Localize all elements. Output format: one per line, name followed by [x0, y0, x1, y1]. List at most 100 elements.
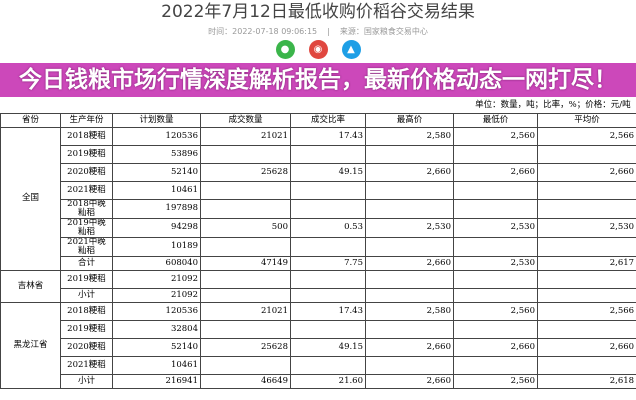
column-header: 成交比率	[290, 112, 366, 128]
value-cell	[290, 319, 366, 339]
value-cell: 10189	[112, 236, 201, 257]
year-cell: 2021粳稻	[60, 180, 113, 200]
value-cell	[290, 269, 366, 289]
table-row: 小计 21092	[1, 287, 636, 303]
value-cell: 2,660	[365, 162, 454, 182]
value-cell	[536, 319, 636, 339]
value-cell: 49.15	[290, 162, 366, 182]
province-cell: 吉林省	[0, 269, 61, 303]
value-cell	[453, 180, 538, 200]
table-row: 2021粳稻 10461	[1, 180, 636, 200]
value-cell	[536, 287, 636, 303]
province-cell: 黑龙江省	[0, 301, 61, 389]
value-cell: 21021	[200, 126, 291, 146]
table-row: 吉林省 2019粳稻 21092	[0, 269, 636, 303]
value-cell: 2,560	[453, 301, 538, 321]
value-cell: 17.43	[290, 126, 366, 146]
value-cell	[365, 180, 454, 200]
year-cell: 合计	[60, 255, 113, 271]
table-row: 2021中晚籼稻 10189	[1, 236, 636, 257]
table-row: 小计 216941 46649 21.60 2,660 2,560 2,618	[1, 373, 636, 389]
value-cell	[453, 287, 538, 303]
value-cell: 500	[200, 217, 291, 238]
value-cell: 10461	[112, 180, 201, 200]
value-cell	[453, 144, 538, 164]
table-row: 2020粳稻 52140 25628 49.15 2,660 2,660 2,660	[1, 162, 636, 182]
column-header: 省份	[0, 112, 61, 128]
value-cell	[453, 236, 538, 257]
value-cell: 25628	[200, 337, 291, 357]
header-row: 省份 生产年份 计划数量 成交数量 成交比率 最高价 最低价 平均价	[0, 112, 636, 128]
value-cell: 2,530	[536, 217, 636, 238]
value-cell: 216941	[112, 373, 201, 389]
column-header: 最低价	[453, 112, 538, 128]
value-cell	[200, 198, 291, 219]
value-cell	[365, 236, 454, 257]
value-cell	[536, 180, 636, 200]
value-cell	[200, 236, 291, 257]
value-cell: 2,530	[453, 255, 538, 271]
column-header: 生产年份	[60, 112, 113, 128]
value-cell	[536, 355, 636, 375]
value-cell: 25628	[200, 162, 291, 182]
province-cell: 全国	[0, 126, 61, 271]
value-cell: 21.60	[290, 373, 366, 389]
value-cell: 17.43	[290, 301, 366, 321]
value-cell: 2,566	[536, 126, 636, 146]
value-cell: 52140	[112, 337, 201, 357]
wechat-icon[interactable]: ●	[275, 40, 295, 59]
table-row: 2019中晚籼稻 94298 500 0.53 2,530 2,530 2,530	[1, 217, 636, 238]
value-cell: 120536	[112, 126, 201, 146]
value-cell	[365, 198, 454, 219]
year-cell: 2019中晚籼稻	[60, 217, 113, 238]
column-header: 最高价	[365, 112, 454, 128]
results-table: 单位：数量，吨；比率，%；价格：元/吨 省份 生产年份 计划数量 成交数量 成交比率 最高…	[0, 99, 636, 389]
value-cell	[365, 287, 454, 303]
value-cell	[200, 319, 291, 339]
value-cell: 2,618	[536, 373, 636, 389]
year-cell: 2018中晚籼稻	[60, 198, 113, 219]
value-cell: 2,566	[536, 301, 636, 321]
value-cell: 32804	[112, 319, 201, 339]
value-cell	[453, 269, 538, 289]
share-buttons: ● ◉ ▲	[0, 40, 636, 59]
value-cell: 2,530	[365, 217, 454, 238]
value-cell	[453, 355, 538, 375]
table-row: 2021粳稻 10461	[1, 355, 636, 375]
source: 来源：国家粮食交易中心	[339, 27, 428, 36]
value-cell: 21092	[112, 269, 201, 289]
value-cell: 2,530	[453, 217, 538, 238]
value-cell: 53896	[112, 144, 201, 164]
value-cell	[365, 319, 454, 339]
value-cell: 49.15	[290, 337, 366, 357]
value-cell: 47149	[200, 255, 291, 271]
article-title: 2022年7月12日最低收购价稻谷交易结果	[161, 2, 475, 22]
value-cell	[290, 236, 366, 257]
value-cell: 2,580	[365, 126, 454, 146]
value-cell: 2,560	[453, 373, 538, 389]
value-cell: 2,660	[453, 162, 538, 182]
value-cell: 120536	[112, 301, 201, 321]
publish-time: 时间：2022-07-18 09:06:15	[208, 27, 318, 36]
article-meta: 时间：2022-07-18 09:06:15 | 来源：国家粮食交易中心	[0, 26, 636, 37]
table-row: 2019粳稻 53896	[1, 144, 636, 164]
value-cell	[536, 144, 636, 164]
weibo-icon[interactable]: ◉	[308, 40, 328, 59]
value-cell: 608040	[112, 255, 201, 271]
value-cell: 0.53	[290, 217, 366, 238]
table-row: 全国 2018粳稻 120536 21021 17.43 2,580 2,560 2,566	[0, 126, 636, 271]
qq-icon[interactable]: ▲	[341, 40, 361, 59]
table-row: 黑龙江省 2018粳稻 120536 21021 17.43 2,580 2,560 2,56…	[0, 301, 636, 389]
value-cell: 2,580	[365, 301, 454, 321]
year-cell: 2019粳稻	[60, 144, 113, 164]
column-header: 计划数量	[112, 112, 201, 128]
value-cell	[453, 319, 538, 339]
value-cell: 197898	[112, 198, 201, 219]
value-cell: 10461	[112, 355, 201, 375]
value-cell: 2,660	[365, 337, 454, 357]
year-cell: 小计	[60, 287, 113, 303]
table-row: 合计 608040 47149 7.75 2,660 2,530 2,617	[1, 255, 636, 271]
value-cell: 52140	[112, 162, 201, 182]
year-cell: 2021粳稻	[60, 355, 113, 375]
year-cell: 2020粳稻	[60, 337, 113, 357]
